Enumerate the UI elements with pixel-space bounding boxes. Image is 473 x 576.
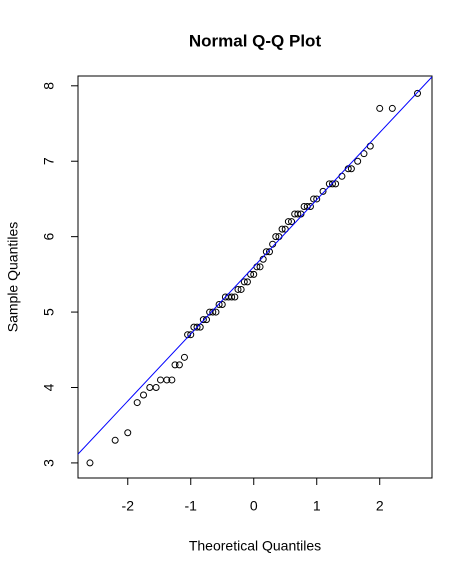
x-tick-label: -2 xyxy=(122,498,135,514)
point xyxy=(250,270,258,278)
point xyxy=(294,210,302,218)
point xyxy=(332,180,340,188)
point xyxy=(354,157,362,165)
qq-line xyxy=(78,76,432,455)
y-tick-label: 3 xyxy=(41,459,57,467)
point xyxy=(313,195,321,203)
point xyxy=(187,331,195,339)
point xyxy=(215,301,223,309)
point xyxy=(338,172,346,180)
point xyxy=(199,316,207,324)
point xyxy=(234,285,242,293)
point xyxy=(237,285,245,293)
point xyxy=(171,361,179,369)
point xyxy=(310,195,318,203)
point xyxy=(163,376,171,384)
point xyxy=(228,293,236,301)
point xyxy=(366,142,374,150)
x-tick-label: 0 xyxy=(250,498,258,514)
point xyxy=(140,391,148,399)
point xyxy=(347,165,355,173)
y-tick-label: 6 xyxy=(41,233,57,241)
point xyxy=(212,308,220,316)
point xyxy=(281,225,289,233)
x-tick-label: 2 xyxy=(376,498,384,514)
y-tick-label: 8 xyxy=(41,82,57,90)
y-tick-label: 7 xyxy=(41,157,57,165)
point xyxy=(86,459,94,467)
point xyxy=(284,218,292,226)
point xyxy=(157,376,165,384)
point xyxy=(278,225,286,233)
point xyxy=(231,293,239,301)
point xyxy=(272,233,280,241)
point xyxy=(414,89,422,97)
point xyxy=(328,180,336,188)
point xyxy=(319,187,327,195)
point xyxy=(124,429,132,437)
point xyxy=(175,361,183,369)
point xyxy=(265,248,273,256)
point xyxy=(240,278,248,286)
point xyxy=(209,308,217,316)
point xyxy=(256,263,264,271)
point xyxy=(247,270,255,278)
y-tick-label: 4 xyxy=(41,383,57,391)
point xyxy=(262,248,270,256)
x-tick-label: 1 xyxy=(313,498,321,514)
x-axis-label: Theoretical Quantiles xyxy=(189,538,321,554)
point xyxy=(288,218,296,226)
point xyxy=(218,301,226,309)
point xyxy=(388,104,396,112)
point xyxy=(360,150,368,158)
point xyxy=(146,383,154,391)
chart-title: Normal Q-Q Plot xyxy=(189,31,322,50)
y-axis-label: Sample Quantiles xyxy=(5,222,21,333)
point xyxy=(306,202,314,210)
point xyxy=(152,383,160,391)
x-tick-label: -1 xyxy=(185,498,198,514)
y-tick-label: 5 xyxy=(41,308,57,316)
point xyxy=(133,399,141,407)
point xyxy=(168,376,176,384)
point xyxy=(180,353,188,361)
point xyxy=(111,436,119,444)
point xyxy=(193,323,201,331)
point xyxy=(243,278,251,286)
point xyxy=(376,104,384,112)
